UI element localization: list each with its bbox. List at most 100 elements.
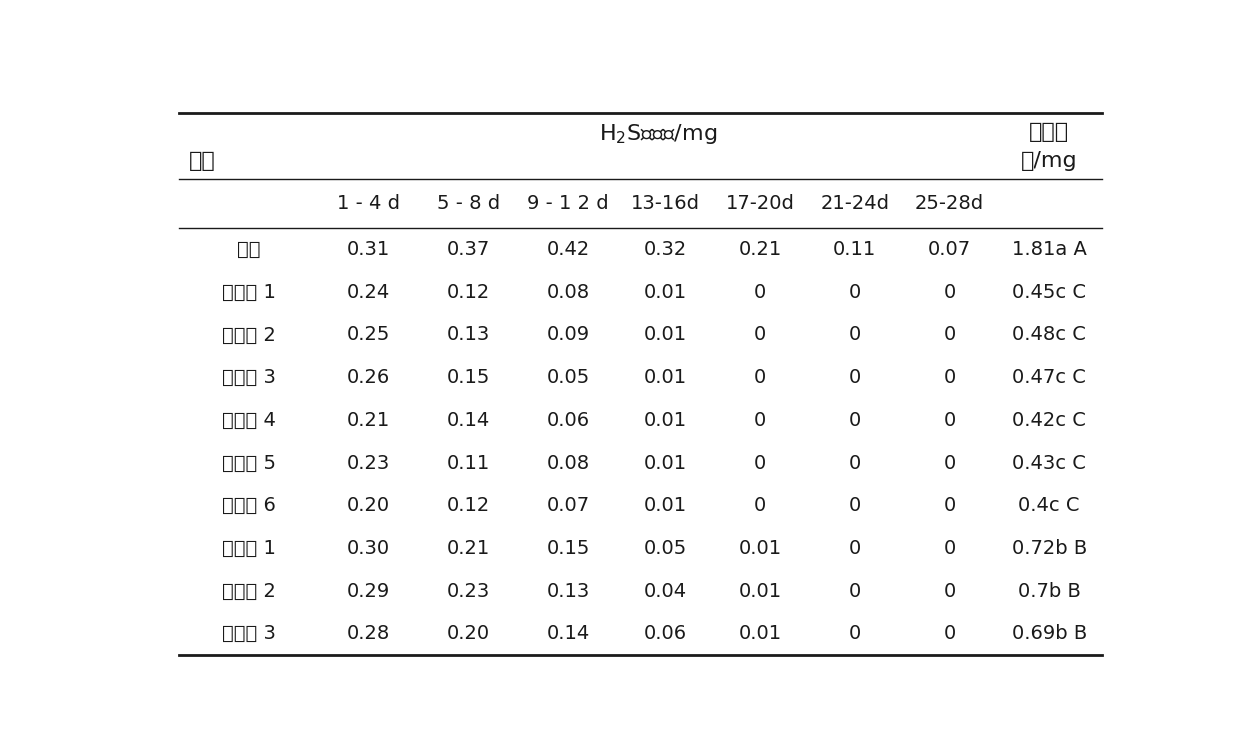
Text: 13-16d: 13-16d xyxy=(631,194,699,213)
Text: 0.01: 0.01 xyxy=(739,539,781,558)
Text: 5 - 8 d: 5 - 8 d xyxy=(436,194,500,213)
Text: 0.06: 0.06 xyxy=(644,624,687,643)
Text: 0.24: 0.24 xyxy=(347,283,391,302)
Text: 0.13: 0.13 xyxy=(446,326,490,345)
Text: 0: 0 xyxy=(944,539,956,558)
Text: 0.45c C: 0.45c C xyxy=(1012,283,1086,302)
Text: 0: 0 xyxy=(944,581,956,601)
Text: 1.81a A: 1.81a A xyxy=(1012,240,1086,259)
Text: 对比例 2: 对比例 2 xyxy=(222,581,275,601)
Text: 0.12: 0.12 xyxy=(446,283,490,302)
Text: 0: 0 xyxy=(754,283,766,302)
Text: 0: 0 xyxy=(944,326,956,345)
Text: 0.4c C: 0.4c C xyxy=(1018,496,1080,515)
Text: 0.11: 0.11 xyxy=(446,454,490,473)
Text: 0.43c C: 0.43c C xyxy=(1012,454,1086,473)
Text: 0.69b B: 0.69b B xyxy=(1012,624,1086,643)
Text: 0: 0 xyxy=(754,411,766,430)
Text: 0.20: 0.20 xyxy=(446,624,490,643)
Text: 0.25: 0.25 xyxy=(347,326,391,345)
Text: 0.05: 0.05 xyxy=(644,539,687,558)
Text: 0: 0 xyxy=(754,454,766,473)
Text: 0.11: 0.11 xyxy=(833,240,877,259)
Text: 0.21: 0.21 xyxy=(738,240,781,259)
Text: 0.21: 0.21 xyxy=(446,539,490,558)
Text: 0.47c C: 0.47c C xyxy=(1012,369,1086,387)
Text: 0: 0 xyxy=(848,539,861,558)
Text: 0.26: 0.26 xyxy=(347,369,391,387)
Text: 对比例 1: 对比例 1 xyxy=(222,539,275,558)
Text: 1 - 4 d: 1 - 4 d xyxy=(337,194,401,213)
Text: 0: 0 xyxy=(848,581,861,601)
Text: 0.01: 0.01 xyxy=(644,496,687,515)
Text: 0.06: 0.06 xyxy=(547,411,589,430)
Text: 实施例 4: 实施例 4 xyxy=(222,411,275,430)
Text: 0.07: 0.07 xyxy=(928,240,971,259)
Text: 0.29: 0.29 xyxy=(347,581,391,601)
Text: 0.72b B: 0.72b B xyxy=(1012,539,1086,558)
Text: 0.01: 0.01 xyxy=(644,454,687,473)
Text: 0: 0 xyxy=(848,454,861,473)
Text: 0.28: 0.28 xyxy=(347,624,391,643)
Text: 实施例 1: 实施例 1 xyxy=(222,283,275,302)
Text: 21-24d: 21-24d xyxy=(820,194,889,213)
Text: 0.01: 0.01 xyxy=(644,326,687,345)
Text: 0.09: 0.09 xyxy=(547,326,589,345)
Text: 0.48c C: 0.48c C xyxy=(1012,326,1086,345)
Text: 25-28d: 25-28d xyxy=(915,194,985,213)
Text: 0.42: 0.42 xyxy=(547,240,590,259)
Text: 0: 0 xyxy=(754,369,766,387)
Text: 0.37: 0.37 xyxy=(446,240,490,259)
Text: 0: 0 xyxy=(944,369,956,387)
Text: 实施例 2: 实施例 2 xyxy=(222,326,275,345)
Text: 0.23: 0.23 xyxy=(347,454,391,473)
Text: 0.01: 0.01 xyxy=(644,411,687,430)
Text: 0.20: 0.20 xyxy=(347,496,391,515)
Text: 0.08: 0.08 xyxy=(547,454,589,473)
Text: 0: 0 xyxy=(754,496,766,515)
Text: 0: 0 xyxy=(848,411,861,430)
Text: 0: 0 xyxy=(944,411,956,430)
Text: 0: 0 xyxy=(848,369,861,387)
Text: 0.08: 0.08 xyxy=(547,283,589,302)
Text: 对比例 3: 对比例 3 xyxy=(222,624,275,643)
Text: 0.05: 0.05 xyxy=(547,369,590,387)
Text: 量/mg: 量/mg xyxy=(1021,151,1078,171)
Text: 处理: 处理 xyxy=(188,151,216,171)
Text: 9 - 1 2 d: 9 - 1 2 d xyxy=(527,194,609,213)
Text: 实施例 5: 实施例 5 xyxy=(222,454,275,473)
Text: 0.31: 0.31 xyxy=(347,240,391,259)
Text: 0.15: 0.15 xyxy=(547,539,590,558)
Text: 0.13: 0.13 xyxy=(547,581,590,601)
Text: 0.07: 0.07 xyxy=(547,496,589,515)
Text: 0: 0 xyxy=(944,283,956,302)
Text: 0: 0 xyxy=(944,624,956,643)
Text: 0.30: 0.30 xyxy=(347,539,391,558)
Text: 17-20d: 17-20d xyxy=(725,194,795,213)
Text: 0: 0 xyxy=(848,326,861,345)
Text: 0.42c C: 0.42c C xyxy=(1012,411,1086,430)
Text: H$_2$S挥发量/mg: H$_2$S挥发量/mg xyxy=(599,122,717,146)
Text: 0.14: 0.14 xyxy=(446,411,490,430)
Text: 挥发总: 挥发总 xyxy=(1029,121,1069,142)
Text: 0: 0 xyxy=(944,454,956,473)
Text: 0.01: 0.01 xyxy=(644,283,687,302)
Text: 0: 0 xyxy=(754,326,766,345)
Text: 0.04: 0.04 xyxy=(644,581,687,601)
Text: 0: 0 xyxy=(848,496,861,515)
Text: 0: 0 xyxy=(848,283,861,302)
Text: 对照: 对照 xyxy=(237,240,260,259)
Text: 0.15: 0.15 xyxy=(446,369,490,387)
Text: 0.01: 0.01 xyxy=(644,369,687,387)
Text: 0.01: 0.01 xyxy=(739,624,781,643)
Text: 实施例 6: 实施例 6 xyxy=(222,496,275,515)
Text: 0.23: 0.23 xyxy=(446,581,490,601)
Text: 实施例 3: 实施例 3 xyxy=(222,369,275,387)
Text: 0.32: 0.32 xyxy=(644,240,687,259)
Text: 0.12: 0.12 xyxy=(446,496,490,515)
Text: 0.7b B: 0.7b B xyxy=(1018,581,1081,601)
Text: 0.14: 0.14 xyxy=(547,624,590,643)
Text: 0.21: 0.21 xyxy=(347,411,391,430)
Text: 0: 0 xyxy=(848,624,861,643)
Text: 0.01: 0.01 xyxy=(739,581,781,601)
